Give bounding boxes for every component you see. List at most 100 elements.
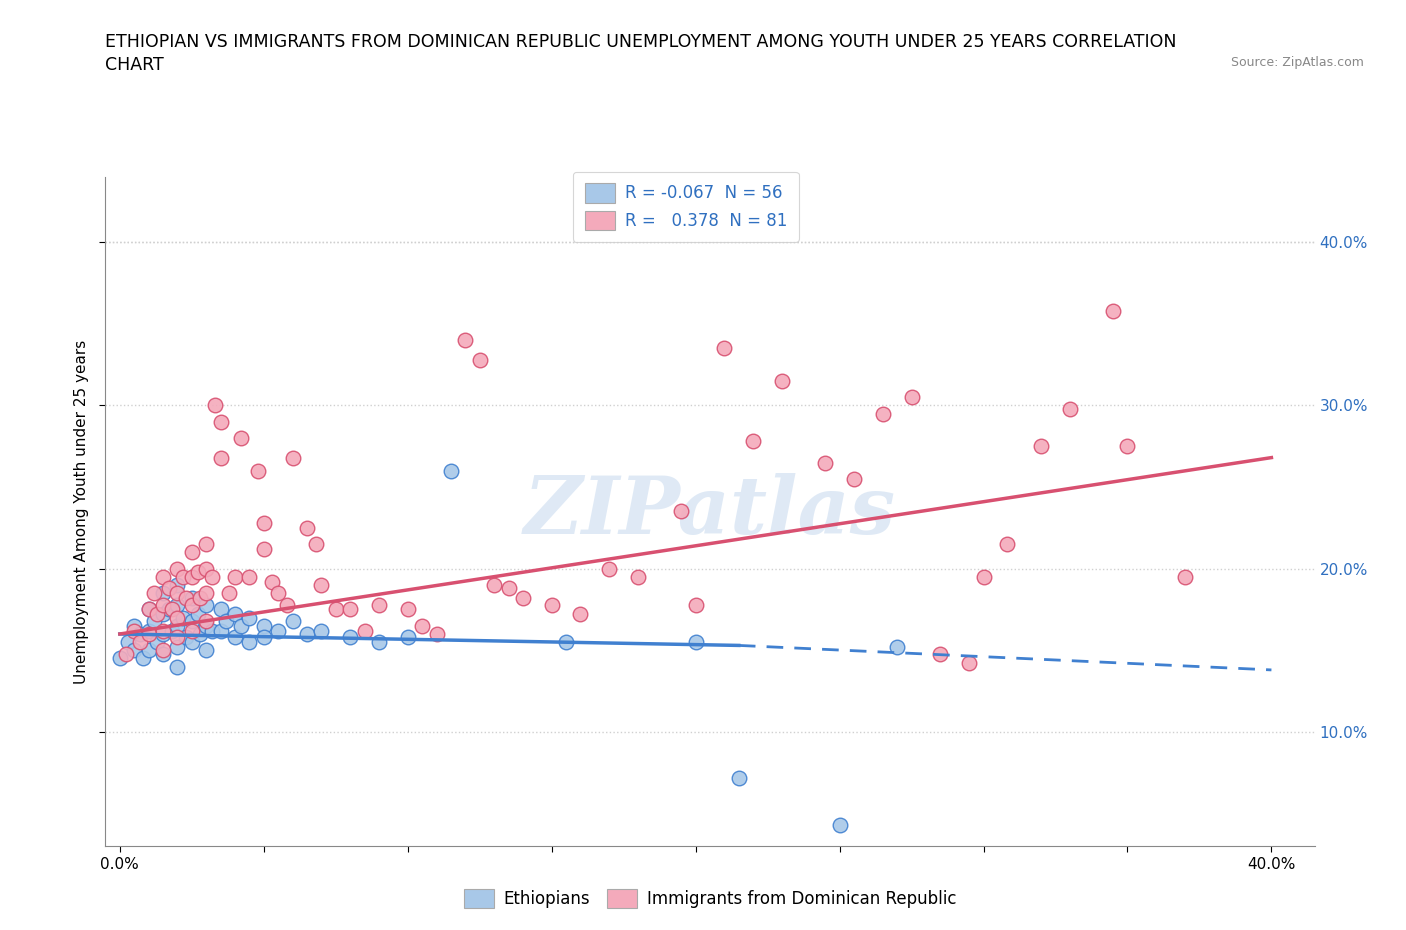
Point: [166, 578, 188, 592]
Point: [498, 581, 520, 596]
Point: [152, 623, 174, 638]
Point: [1029, 439, 1052, 454]
Point: [425, 627, 447, 642]
Point: [180, 634, 202, 649]
Point: [152, 646, 174, 661]
Point: [152, 627, 174, 642]
Point: [253, 630, 276, 644]
Point: [238, 634, 260, 649]
Point: [304, 537, 326, 551]
Point: [195, 597, 218, 612]
Point: [368, 597, 391, 612]
Point: [108, 651, 131, 666]
Text: Source: ZipAtlas.com: Source: ZipAtlas.com: [1230, 56, 1364, 69]
Point: [218, 586, 240, 601]
Point: [160, 623, 183, 638]
Point: [224, 630, 246, 644]
Point: [900, 390, 922, 405]
Point: [180, 623, 202, 638]
Point: [598, 561, 620, 576]
Point: [209, 602, 232, 617]
Point: [138, 602, 160, 617]
Point: [157, 602, 180, 617]
Point: [138, 623, 160, 638]
Point: [1102, 303, 1125, 318]
Point: [325, 602, 347, 617]
Point: [180, 591, 202, 605]
Point: [540, 597, 562, 612]
Point: [229, 431, 252, 445]
Point: [411, 618, 433, 633]
Point: [146, 607, 169, 622]
Point: [201, 623, 224, 638]
Point: [166, 618, 188, 633]
Point: [627, 569, 650, 584]
Point: [1174, 569, 1197, 584]
Point: [872, 406, 894, 421]
Point: [238, 569, 260, 584]
Point: [132, 651, 155, 666]
Y-axis label: Unemployment Among Youth under 25 years: Unemployment Among Youth under 25 years: [73, 339, 89, 684]
Point: [253, 515, 276, 530]
Point: [166, 640, 188, 655]
Point: [166, 597, 188, 612]
Point: [742, 433, 765, 448]
Point: [166, 630, 188, 644]
Point: [166, 561, 188, 576]
Point: [311, 623, 333, 638]
Point: [828, 817, 851, 832]
Point: [166, 659, 188, 674]
Point: [929, 646, 952, 661]
Point: [224, 569, 246, 584]
Point: [215, 614, 238, 629]
Point: [886, 640, 908, 655]
Point: [727, 770, 749, 785]
Point: [152, 586, 174, 601]
Point: [770, 374, 793, 389]
Point: [187, 607, 209, 622]
Point: [146, 634, 169, 649]
Legend: Ethiopians, Immigrants from Dominican Republic: Ethiopians, Immigrants from Dominican Re…: [457, 883, 963, 915]
Point: [295, 521, 318, 536]
Point: [1116, 439, 1139, 454]
Point: [204, 398, 226, 413]
Point: [224, 607, 246, 622]
Point: [281, 614, 304, 629]
Point: [174, 630, 197, 644]
Point: [143, 586, 166, 601]
Point: [180, 597, 202, 612]
Point: [512, 591, 534, 605]
Point: [174, 591, 197, 605]
Point: [253, 541, 276, 556]
Text: ZIPatlas: ZIPatlas: [524, 472, 896, 551]
Point: [238, 610, 260, 625]
Point: [671, 504, 693, 519]
Point: [276, 597, 298, 612]
Point: [201, 569, 224, 584]
Point: [555, 634, 578, 649]
Point: [152, 607, 174, 622]
Point: [172, 569, 194, 584]
Point: [117, 634, 139, 649]
Point: [195, 643, 218, 658]
Point: [187, 565, 209, 579]
Point: [122, 643, 145, 658]
Point: [180, 545, 202, 560]
Point: [267, 586, 290, 601]
Point: [166, 586, 188, 601]
Point: [138, 627, 160, 642]
Point: [172, 610, 194, 625]
Point: [195, 537, 218, 551]
Point: [253, 618, 276, 633]
Point: [209, 450, 232, 465]
Point: [190, 591, 212, 605]
Point: [685, 597, 707, 612]
Point: [995, 537, 1018, 551]
Point: [138, 643, 160, 658]
Point: [440, 463, 463, 478]
Point: [295, 627, 318, 642]
Point: [957, 656, 980, 671]
Point: [353, 623, 375, 638]
Point: [152, 597, 174, 612]
Point: [281, 450, 304, 465]
